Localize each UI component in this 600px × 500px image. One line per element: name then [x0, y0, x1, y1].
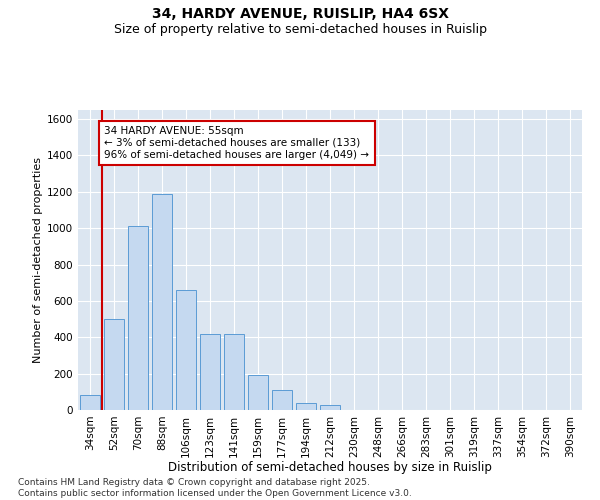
Bar [152, 194, 172, 410]
Bar [296, 402, 316, 410]
Bar [272, 390, 292, 410]
Text: 34 HARDY AVENUE: 55sqm
← 3% of semi-detached houses are smaller (133)
96% of sem: 34 HARDY AVENUE: 55sqm ← 3% of semi-deta… [104, 126, 370, 160]
Bar [224, 334, 244, 410]
Bar [80, 396, 100, 410]
Bar [176, 290, 196, 410]
Text: Size of property relative to semi-detached houses in Ruislip: Size of property relative to semi-detach… [113, 22, 487, 36]
Bar [248, 376, 268, 410]
Text: Contains HM Land Registry data © Crown copyright and database right 2025.
Contai: Contains HM Land Registry data © Crown c… [18, 478, 412, 498]
Bar [104, 319, 124, 410]
Y-axis label: Number of semi-detached properties: Number of semi-detached properties [33, 157, 43, 363]
Bar [200, 334, 220, 410]
Text: 34, HARDY AVENUE, RUISLIP, HA4 6SX: 34, HARDY AVENUE, RUISLIP, HA4 6SX [151, 8, 449, 22]
Bar [128, 226, 148, 410]
Bar [320, 404, 340, 410]
X-axis label: Distribution of semi-detached houses by size in Ruislip: Distribution of semi-detached houses by … [168, 461, 492, 474]
